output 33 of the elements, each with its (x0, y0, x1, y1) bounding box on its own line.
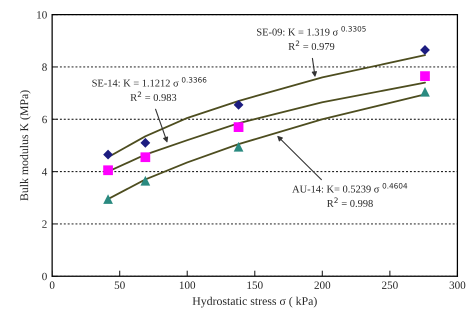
x-tick-label: 250 (382, 281, 398, 289)
point (420, 45, 430, 55)
y-tick-label: 0 (42, 272, 47, 280)
annotation: R$^{2}$ = 0.979 (288, 40, 334, 50)
x-axis-title: Hydrostatic stress σ ( kPa) (192, 296, 317, 308)
point (103, 165, 113, 176)
y-axis-title: Bulk modulus K (MPa) (20, 90, 31, 201)
point (140, 138, 150, 148)
point (420, 71, 430, 81)
y-tick-label: 10 (37, 11, 47, 19)
annotation: AU-14: K= 0.5239 σ $^{0.4604}$ (292, 183, 408, 193)
annotation: SE-09: K = 1.319 σ $^{0.3305}$ (257, 26, 366, 36)
point (103, 150, 113, 160)
annotation: R$^{2}$ = 0.998 (327, 197, 373, 207)
x-tick-label: 200 (314, 281, 330, 289)
x-tick-label: 50 (114, 281, 125, 289)
point (140, 152, 150, 162)
x-tick-label: 150 (247, 281, 263, 289)
annotation: R$^{2}$ = 0.983 (130, 91, 176, 102)
y-tick-label: 8 (42, 63, 47, 71)
point (103, 194, 113, 204)
y-tick-label: 6 (42, 116, 47, 124)
x-tick-label: 300 (450, 281, 466, 289)
annotation: SE-14: K = 1.1212 σ $^{0.3366}$ (92, 77, 206, 87)
x-tick-label: 0 (50, 281, 54, 289)
point (140, 176, 150, 186)
point (234, 100, 244, 110)
point (234, 122, 244, 132)
y-tick-label: 2 (42, 220, 47, 228)
y-tick-label: 4 (42, 168, 48, 176)
point (420, 86, 430, 97)
point (234, 142, 244, 152)
x-tick-label: 100 (180, 281, 196, 289)
